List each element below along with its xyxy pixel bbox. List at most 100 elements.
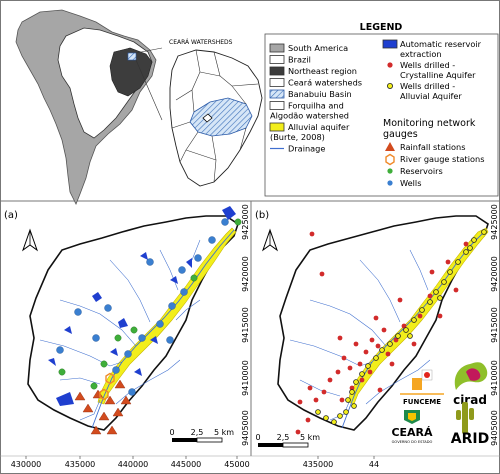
svg-text:2,5: 2,5 — [277, 433, 290, 442]
x-tick-label: 445000 — [171, 460, 202, 469]
x-tick-label: 435000 — [65, 460, 96, 469]
legend-item-label: Rainfall stations — [400, 142, 465, 152]
tributaries-a — [39, 239, 201, 421]
y-tick-label: 9405000 — [241, 410, 250, 446]
legend-swatch — [387, 180, 393, 186]
network-heading-2: gauges — [383, 129, 418, 140]
alluvial-wells-b — [315, 229, 487, 425]
panel-b: (b) — [255, 204, 499, 448]
south-america-map — [15, 9, 163, 205]
x-tick-label: 45000 — [224, 460, 249, 469]
legend-item-label: Algodão watershed — [270, 111, 349, 121]
legend-swatch — [382, 39, 398, 49]
legend-swatch — [387, 168, 393, 174]
legend-item-label: Reservoirs — [400, 166, 443, 176]
legend-item-label: Northeast region — [288, 66, 357, 76]
svg-text:cirad: cirad — [453, 393, 487, 407]
legend-swatch — [269, 43, 285, 53]
legend-swatch — [269, 55, 285, 64]
x-ticks-a: 430000 435000 440000 445000 45000 — [11, 456, 250, 469]
y-tick-label: 9425000 — [241, 204, 250, 240]
legend-swatch — [269, 66, 285, 76]
legend-item-label: Crystalline Aquifer — [400, 70, 476, 80]
y-tick-label: 9415000 — [490, 307, 499, 343]
funceme-logo: FUNCEME — [400, 369, 444, 406]
legend-item-label: (Burte, 2008) — [270, 132, 325, 142]
svg-text:0: 0 — [255, 433, 260, 442]
y-tick-label: 9425000 — [490, 204, 499, 240]
scale-bar-a: 0 2,5 5 km — [169, 428, 234, 443]
x-tick-label: 44 — [369, 460, 379, 469]
legend-item-label: extraction — [400, 49, 442, 59]
legend-network-gauges: Rainfall stations River gauge stations Res… — [385, 142, 485, 188]
rainfall-stations-a — [74, 379, 132, 435]
legend-swatch — [269, 122, 285, 132]
legend-item-label: Alluvial aquifer — [288, 122, 350, 132]
legend-box — [264, 33, 499, 197]
x-tick-label: 435000 — [303, 460, 334, 469]
svg-text:5 km: 5 km — [214, 428, 234, 437]
watershed-outline-b — [277, 215, 489, 431]
inset-leader-top — [135, 47, 163, 54]
reservoirs-a — [48, 206, 236, 406]
y-tick-label: 9415000 — [241, 307, 250, 343]
ceara-watersheds-inset: CEARÁ WATERSHEDS — [169, 39, 263, 187]
legend-item-label: Ceará watersheds — [288, 78, 362, 88]
ceara-highlight — [127, 52, 137, 61]
legend-item-label: River gauge stations — [400, 154, 485, 164]
svg-text:ARID: ARID — [451, 431, 489, 447]
well-gauges-a — [56, 218, 229, 396]
scale-bar-b: 0 2,5 5 km — [255, 433, 320, 448]
x-ticks-b: 435000 44 — [303, 456, 379, 469]
y-ticks-b: 9425000 9420000 9415000 9410000 9405000 — [490, 204, 499, 446]
y-tick-label: 9405000 — [490, 410, 499, 446]
legend-item-label: Brazil — [288, 55, 311, 65]
y-tick-label: 9420000 — [490, 256, 499, 292]
main-river-b — [341, 229, 487, 429]
y-tick-label: 9410000 — [490, 360, 499, 396]
svg-text:GOVERNO DO ESTADO: GOVERNO DO ESTADO — [392, 440, 433, 444]
y-tick-label: 9420000 — [241, 256, 250, 292]
legend-swatch — [269, 78, 285, 87]
legend-swatch — [387, 62, 393, 68]
legend-item-label: South America — [288, 43, 348, 53]
ceara-logo: CEARÁ GOVERNO DO ESTADO — [391, 410, 433, 444]
svg-text:FUNCEME: FUNCEME — [403, 398, 441, 406]
svg-text:0: 0 — [169, 428, 174, 437]
panel-b-label: (b) — [255, 210, 269, 221]
legend-title: LEGEND — [360, 22, 403, 33]
x-tick-label: 430000 — [11, 460, 42, 469]
arid-logo: ARID — [451, 402, 489, 447]
legend-swatch — [386, 83, 393, 90]
main-river-a — [91, 229, 235, 429]
legend-item-label: Banabuiu Basin — [288, 89, 352, 99]
legend-item-label: Wells — [400, 178, 421, 188]
river-gauge-stations-a — [99, 372, 115, 401]
legend-swatch — [385, 153, 395, 166]
north-arrow-b — [262, 228, 278, 252]
svg-text:CEARÁ: CEARÁ — [391, 426, 433, 439]
svg-text:5 km: 5 km — [300, 433, 320, 442]
y-tick-label: 9410000 — [241, 360, 250, 396]
reservoir-gauges-a — [58, 218, 242, 390]
panel-a-label: (a) — [4, 210, 18, 221]
north-arrow-a — [22, 228, 38, 252]
inset-leader-bottom — [135, 59, 163, 121]
crystalline-wells-b — [295, 231, 469, 435]
tributaries-b — [289, 249, 431, 421]
legend-item-label: Forquilha and — [288, 101, 344, 111]
inset-title: CEARÁ WATERSHEDS — [169, 39, 233, 46]
legend-item-label: Drainage — [288, 144, 325, 154]
svg-text:2,5: 2,5 — [191, 428, 204, 437]
legend-item-label: Automatic reservoir — [400, 39, 482, 49]
legend-swatch — [269, 89, 285, 99]
cirad-logo: cirad — [453, 362, 488, 407]
watershed-boundaries — [171, 49, 259, 183]
legend-item-label: Alluvial Aquifer — [400, 91, 462, 101]
y-ticks-a: 9425000 9420000 9415000 9410000 9405000 — [241, 204, 250, 446]
network-heading: Monitoring network — [383, 118, 476, 129]
